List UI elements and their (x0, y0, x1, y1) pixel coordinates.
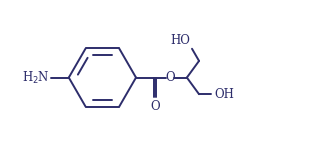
Text: HO: HO (170, 34, 190, 47)
Text: O: O (150, 100, 160, 113)
Text: H$_2$N: H$_2$N (22, 69, 50, 86)
Text: O: O (165, 71, 175, 84)
Text: OH: OH (214, 88, 234, 101)
